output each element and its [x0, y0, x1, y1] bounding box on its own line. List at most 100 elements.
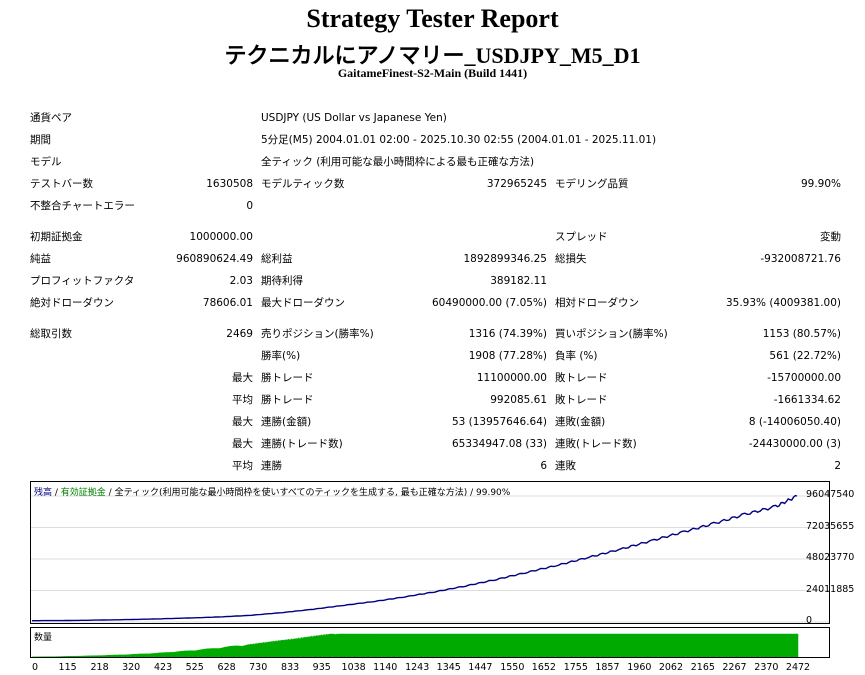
avg-cons-losses-label: 連敗	[555, 460, 576, 472]
volume-chart: 数量	[30, 627, 830, 658]
chart-legend: 残高 / 有効証拠金 / 全ティック(利用可能な最小時間枠を使いすべてのティック…	[34, 485, 510, 498]
max-drawdown-value: 60490000.00 (7.05%)	[431, 297, 547, 309]
y-tick-label: 48023770	[806, 552, 855, 563]
x-tick-label: 2165	[690, 662, 715, 673]
volume-series-area	[32, 633, 799, 657]
win-rate-value: 1908 (77.28%)	[468, 350, 547, 362]
period-label: 期間	[30, 134, 51, 146]
long-positions-label: 買いポジション(勝率%)	[555, 328, 668, 340]
symbol-label: 通貨ペア	[30, 112, 72, 124]
x-tick-label: 115	[58, 662, 77, 673]
build-info: GaitameFinest-S2-Main (Build 1441)	[337, 66, 528, 80]
largest-loss-label: 敗トレード	[555, 372, 608, 384]
profit-factor-value: 2.03	[229, 275, 253, 287]
balance-chart-plot	[31, 494, 829, 623]
x-tick-label: 1140	[373, 662, 398, 673]
bars-value: 1630508	[206, 178, 253, 190]
y-tick-label: 24011885	[806, 583, 855, 595]
quality-label: モデリング品質	[555, 178, 629, 190]
win-rate-label: 勝率(%)	[261, 350, 301, 362]
y-tick-label: 72035655	[806, 520, 855, 532]
ticks-label: モデルティック数	[261, 178, 345, 190]
x-tick-label: 2267	[722, 662, 747, 673]
x-tick-label: 1960	[627, 662, 652, 673]
total-trades-value: 2469	[226, 328, 253, 340]
report-subtitle: テクニカルにアノマリー_USDJPY_M5_D1	[224, 43, 641, 68]
cons-losses-amount-label: 連敗(金額)	[555, 416, 606, 428]
gross-profit-label: 総利益	[261, 253, 293, 265]
errors-value: 0	[246, 200, 253, 212]
loss-rate-label: 負率 (%)	[555, 350, 598, 362]
x-tick-label: 1652	[531, 662, 556, 673]
period-value: 5分足(M5) 2004.01.01 02:00 - 2025.10.30 02…	[261, 134, 657, 146]
x-tick-label: 1755	[563, 662, 588, 673]
bars-label: テストバー数	[30, 178, 93, 190]
cons-wins-count-label: 連勝(トレード数)	[261, 438, 343, 450]
max-consec-amount-prefix: 最大	[232, 416, 253, 428]
x-tick-label: 628	[217, 662, 236, 673]
x-tick-label: 833	[281, 662, 300, 673]
cons-losses-amount-value: 8 (-14006050.40)	[748, 416, 841, 428]
model-label: モデル	[30, 156, 62, 168]
x-tick-label: 1550	[500, 662, 525, 673]
x-tick-label: 935	[312, 662, 331, 673]
x-tick-label: 730	[249, 662, 268, 673]
largest-prefix: 最大	[232, 372, 253, 384]
legend-quality: 99.90%	[476, 488, 511, 498]
x-tick-label: 525	[185, 662, 204, 673]
legend-balance: 残高	[34, 488, 53, 498]
x-tick-label: 0	[31, 662, 39, 673]
deposit-value: 1000000.00	[189, 231, 253, 243]
largest-win-label: 勝トレード	[261, 372, 314, 384]
volume-chart-plot	[32, 633, 799, 657]
x-tick-label: 2370	[754, 662, 779, 673]
profit-factor-label: プロフィットファクタ	[30, 275, 135, 287]
x-tick-label: 1345	[436, 662, 461, 673]
x-tick-label: 2062	[658, 662, 684, 673]
legend-model: 全ティック(利用可能な最小時間枠を使いすべてのティックを生成する, 最も正確な方…	[114, 488, 468, 498]
average-prefix: 平均	[232, 394, 253, 406]
balance-chart: 残高 / 有効証拠金 / 全ティック(利用可能な最小時間枠を使いすべてのティック…	[30, 481, 830, 624]
cons-wins-amount-label: 連勝(金額)	[261, 416, 312, 428]
x-tick-label: 1447	[468, 662, 493, 673]
spread-label: スプレッド	[555, 231, 608, 243]
max-drawdown-label: 最大ドローダウン	[261, 297, 345, 309]
x-tick-label: 1038	[341, 662, 366, 673]
x-tick-label: 320	[122, 662, 141, 673]
legend-separator: /	[52, 488, 61, 498]
x-tick-label: 1857	[595, 662, 620, 673]
avg-win-label: 勝トレード	[261, 394, 314, 406]
cons-losses-count-value: -24430000.00 (3)	[748, 438, 841, 450]
balance-series-line	[32, 494, 798, 622]
x-tick-label: 2472	[785, 662, 811, 673]
expected-payoff-label: 期待利得	[261, 275, 303, 287]
rel-drawdown-label: 相対ドローダウン	[555, 297, 639, 309]
abs-drawdown-value: 78606.01	[202, 297, 253, 309]
volume-label: 数量	[34, 633, 53, 643]
gross-loss-value: -932008721.76	[760, 253, 841, 265]
report-title: Strategy Tester Report	[306, 4, 559, 33]
y-tick-label: 0	[806, 615, 813, 626]
net-profit-value: 960890624.49	[176, 253, 253, 265]
short-positions-label: 売りポジション(勝率%)	[261, 328, 374, 340]
loss-rate-value: 561 (22.72%)	[769, 350, 841, 362]
abs-drawdown-label: 絶対ドローダウン	[30, 297, 114, 309]
avg-loss-label: 敗トレード	[555, 394, 608, 406]
gross-profit-value: 1892899346.25	[463, 253, 547, 265]
avg-loss-value: -1661334.62	[773, 394, 841, 406]
spread-value: 変動	[820, 231, 841, 243]
deposit-label: 初期証拠金	[30, 231, 83, 243]
cons-wins-amount-value: 53 (13957646.64)	[451, 416, 547, 428]
rel-drawdown-value: 35.93% (4009381.00)	[725, 297, 841, 309]
largest-win-value: 11100000.00	[476, 372, 547, 384]
ticks-value: 372965245	[486, 178, 547, 190]
legend-separator: /	[105, 488, 115, 498]
cons-losses-count-label: 連敗(トレード数)	[555, 438, 637, 450]
avg-cons-wins-value: 6	[540, 460, 547, 472]
errors-label: 不整合チャートエラー	[30, 200, 135, 212]
short-positions-value: 1316 (74.39%)	[468, 328, 547, 340]
long-positions-value: 1153 (80.57%)	[762, 328, 841, 340]
cons-wins-count-value: 65334947.08 (33)	[451, 438, 547, 450]
avg-cons-losses-value: 2	[834, 460, 841, 472]
largest-loss-value: -15700000.00	[767, 372, 841, 384]
